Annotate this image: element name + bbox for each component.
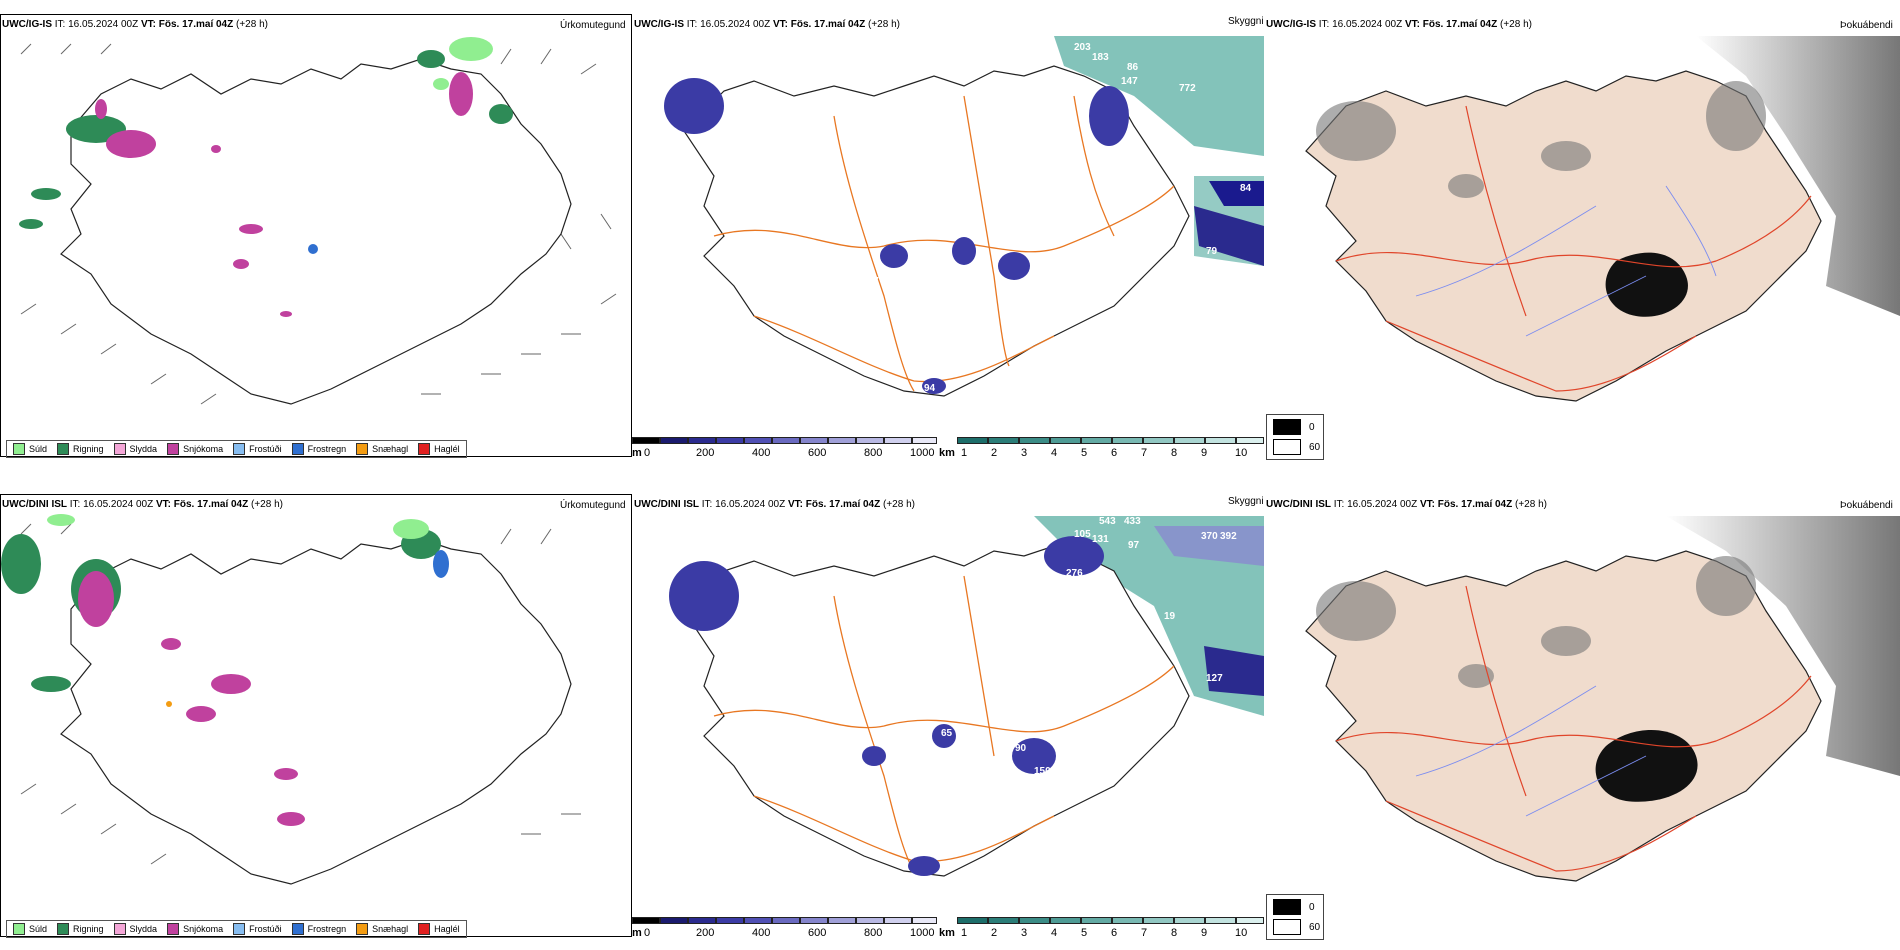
visibility-labels: 203 183 86 147 772 84 59 107 79 94 30 xyxy=(829,42,1252,394)
legend-item: Slydda xyxy=(113,443,157,455)
legend-swatch xyxy=(291,443,304,455)
model-name: UWC/DINI ISL xyxy=(634,499,699,510)
legend-item: Rigning xyxy=(57,443,104,455)
visibility-value-label: 772 xyxy=(1179,83,1196,94)
visibility-value-label: 65 xyxy=(941,728,953,739)
panel-header: UWC/DINI ISL IT: 16.05.2024 00Z VT: Fös.… xyxy=(1266,499,1547,510)
model-name: UWC/DINI ISL xyxy=(2,499,67,510)
fog-legend-top: 0 60 xyxy=(1266,414,1324,460)
visibility-value-label: 86 xyxy=(1127,62,1139,73)
panel-title-visibility: Skyggni xyxy=(1228,16,1264,27)
it-value: 16.05.2024 00Z xyxy=(68,19,139,30)
visibility-value-label: 370 xyxy=(1201,531,1218,542)
visibility-colorbar-m: m 0 200 400 600 800 1000 xyxy=(632,437,937,459)
legend-swatch xyxy=(233,443,246,455)
precip-frostregn xyxy=(308,244,318,254)
wind-barbs xyxy=(20,43,617,405)
precip-rain xyxy=(19,50,513,229)
visibility-value-label: 19 xyxy=(1164,611,1176,622)
visibility-value-label: 97 xyxy=(1128,540,1140,551)
visibility-value-label: 147 xyxy=(1121,76,1138,87)
visibility-value-label: 84 xyxy=(1240,183,1252,194)
precip-map xyxy=(19,37,617,405)
visibility-value-label: 107 xyxy=(862,276,879,287)
visibility-map: 543 433 105 131 97 370 392 276 403 200 6… xyxy=(669,516,1264,877)
legend-item: Súld xyxy=(13,443,47,455)
model-name: UWC/IG-IS xyxy=(2,19,52,30)
visibility-value-label: 276 xyxy=(1066,568,1083,579)
visibility-value-label: 79 xyxy=(1206,246,1218,257)
visibility-value-label: 543 xyxy=(1099,516,1116,527)
legend-swatch xyxy=(57,443,70,455)
visibility-value-label: 94 xyxy=(924,383,936,394)
fog-map xyxy=(1305,36,1900,402)
visibility-value-label: 392 xyxy=(1220,531,1237,542)
precip-legend-bottom: Súld Rigning Slydda Snjókoma Frostúði Fr… xyxy=(6,920,467,938)
visibility-value-label: 183 xyxy=(1092,52,1109,63)
fog-map xyxy=(1305,516,1900,882)
legend-swatch xyxy=(356,443,369,455)
fog-dense-area xyxy=(1595,729,1698,802)
precip-snow xyxy=(95,72,473,317)
legend-item: Haglél xyxy=(418,443,460,455)
legend-item: Snjókoma xyxy=(167,443,223,455)
visibility-value-label: 203 xyxy=(1074,42,1091,53)
panel-header: UWC/DINI ISL IT: 16.05.2024 00Z VT: Fös.… xyxy=(2,499,283,510)
panel-title-fog: Þokuábendi xyxy=(1840,500,1893,511)
precip-drizzle xyxy=(433,37,493,90)
model-name: UWC/IG-IS xyxy=(634,19,684,30)
it-label: IT: xyxy=(54,19,66,30)
fog-dense-area xyxy=(1605,252,1688,317)
legend-swatch xyxy=(113,443,126,455)
visibility-value-label: 63 xyxy=(772,666,784,677)
precip-panel-bottom xyxy=(0,494,632,937)
visibility-value-label: 200 xyxy=(742,622,759,633)
legend-item: Frostregn xyxy=(291,443,346,455)
precip-panel-top xyxy=(0,14,632,457)
panel-title-visibility: Skyggni xyxy=(1228,496,1264,507)
precip-map xyxy=(1,514,581,885)
precip-legend-top: Súld Rigning Slydda Snjókoma Frostúði Fr… xyxy=(6,440,467,458)
model-name: UWC/DINI ISL xyxy=(1266,499,1331,510)
legend-swatch xyxy=(418,443,431,455)
fog-legend-bottom: 0 60 xyxy=(1266,894,1324,940)
visibility-value-label: 127 xyxy=(1206,673,1223,684)
panel-header: UWC/IG-IS IT: 16.05.2024 00Z VT: Fös. 17… xyxy=(2,19,268,30)
panel-title-precip: Úrkomutegund xyxy=(560,500,626,511)
legend-swatch xyxy=(167,443,180,455)
legend-item: Snæhagl xyxy=(356,443,408,455)
panel-title-precip: Úrkomutegund xyxy=(560,20,626,31)
iceland-coast xyxy=(60,58,572,405)
legend-swatch xyxy=(13,443,25,455)
visibility-value-label: 30 xyxy=(829,223,841,234)
visibility-colorbar-km: km 1 2 3 4 5 6 7 8 9 10 xyxy=(939,437,1264,459)
visibility-map: 203 183 86 147 772 84 59 107 79 94 30 xyxy=(664,36,1264,397)
visibility-value-label: 90 xyxy=(1015,743,1027,754)
panel-header: UWC/DINI ISL IT: 16.05.2024 00Z VT: Fös.… xyxy=(634,499,915,510)
visibility-value-label: 150 xyxy=(1034,766,1051,777)
visibility-value-label: 59 xyxy=(937,253,949,264)
panel-header: UWC/IG-IS IT: 16.05.2024 00Z VT: Fös. 17… xyxy=(634,19,900,30)
visibility-colorbar-km: km 1 2 3 4 5 6 7 8 9 10 xyxy=(939,917,1264,939)
panel-header: UWC/IG-IS IT: 16.05.2024 00Z VT: Fös. 17… xyxy=(1266,19,1532,30)
lead-time: (+28 h) xyxy=(236,19,268,30)
visibility-value-label: 105 xyxy=(1074,529,1091,540)
vt-value: Fös. 17.maí 04Z xyxy=(158,19,234,30)
vt-label: VT: xyxy=(140,19,156,30)
visibility-colorbar-m: m 0 200 400 600 800 1000 xyxy=(632,917,937,939)
visibility-value-label: 403 xyxy=(774,594,791,605)
model-name: UWC/IG-IS xyxy=(1266,19,1316,30)
panel-title-fog: Þokuábendi xyxy=(1840,20,1893,31)
visibility-value-label: 131 xyxy=(1092,534,1109,545)
legend-item: Frostúði xyxy=(233,443,282,455)
visibility-value-label: 433 xyxy=(1124,516,1141,527)
